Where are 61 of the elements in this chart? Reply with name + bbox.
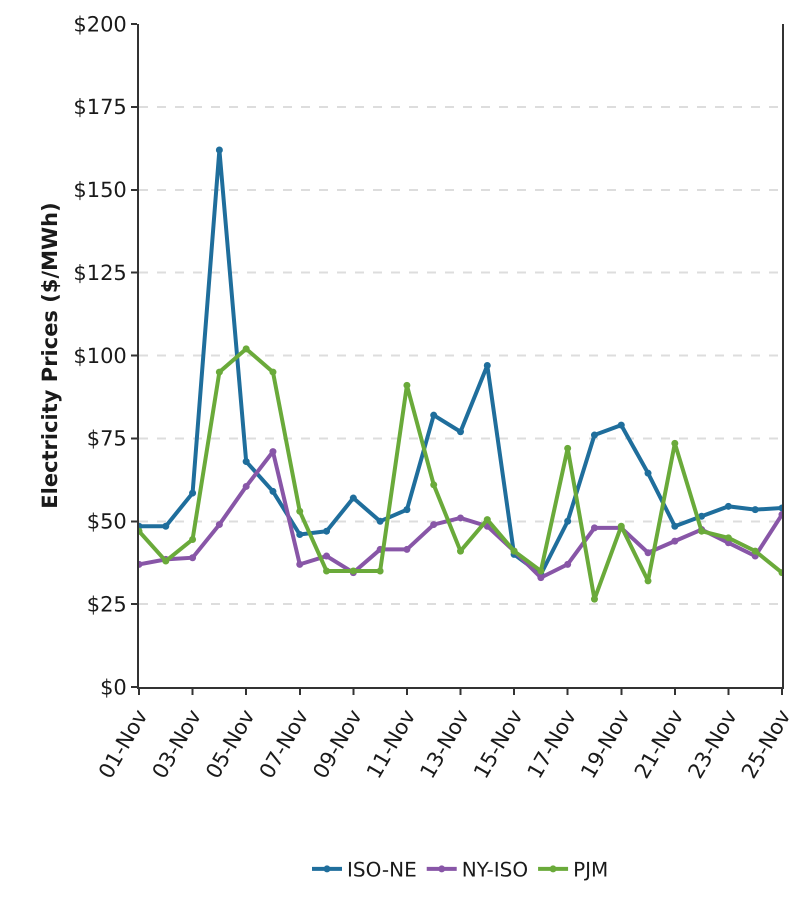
y-tick-label: $25 <box>86 592 127 616</box>
point <box>752 506 759 514</box>
y-tick-label: $50 <box>86 510 127 534</box>
y-tick-label: $125 <box>73 260 127 285</box>
point <box>590 432 598 439</box>
point <box>564 560 572 568</box>
y-tick-label: $75 <box>86 426 127 451</box>
point <box>403 382 410 389</box>
point <box>671 440 678 447</box>
point <box>457 428 464 436</box>
point <box>671 538 678 545</box>
point <box>724 502 732 510</box>
y-tick-label: $150 <box>73 178 127 202</box>
y-tick-label: $200 <box>73 12 127 36</box>
point <box>564 444 572 452</box>
point <box>216 521 223 528</box>
point <box>269 488 276 495</box>
point <box>671 522 678 530</box>
point <box>216 368 223 376</box>
point <box>403 546 410 553</box>
point <box>403 506 410 514</box>
point <box>430 412 438 419</box>
point <box>162 522 170 530</box>
point <box>216 146 223 154</box>
y-axis-title: Electricity Prices ($/MWh) <box>38 202 62 509</box>
point <box>323 528 330 535</box>
point <box>296 508 304 515</box>
point <box>484 516 491 524</box>
point <box>376 518 384 525</box>
point <box>724 534 732 542</box>
point <box>296 531 304 538</box>
legend-label: ISO-NE <box>347 858 417 882</box>
point <box>430 481 438 488</box>
legend-label: PJM <box>573 858 608 882</box>
point <box>537 574 544 582</box>
point <box>457 514 464 522</box>
point <box>564 518 572 525</box>
point <box>189 554 196 562</box>
point <box>644 470 652 477</box>
point <box>242 482 250 490</box>
point <box>644 549 652 556</box>
point <box>590 596 598 603</box>
point <box>269 368 276 376</box>
point <box>752 548 759 555</box>
point <box>484 362 491 369</box>
point <box>296 560 304 568</box>
point <box>189 490 196 497</box>
point <box>323 552 330 560</box>
y-tick-label: $0 <box>100 675 127 700</box>
y-tick-label: $100 <box>73 344 127 368</box>
point <box>590 524 598 532</box>
y-tick-label: $175 <box>73 95 127 120</box>
point <box>430 521 438 528</box>
point <box>323 567 330 574</box>
point <box>242 458 250 466</box>
point <box>189 536 196 543</box>
point <box>376 567 384 574</box>
point <box>350 494 357 502</box>
legend-label: NY-ISO <box>462 858 528 882</box>
point <box>242 345 250 352</box>
point <box>618 422 625 429</box>
